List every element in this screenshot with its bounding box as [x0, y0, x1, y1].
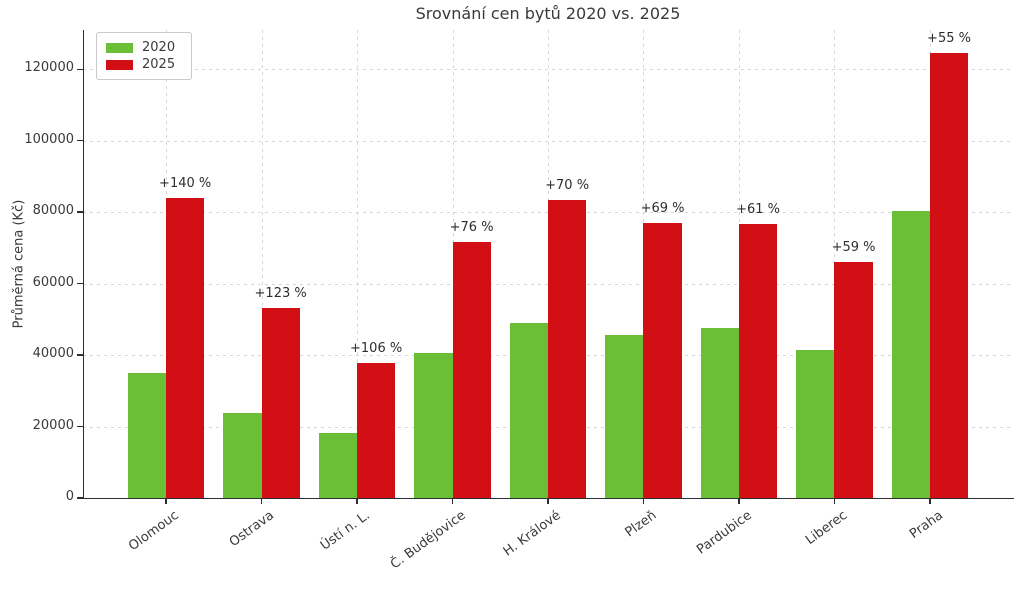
bar-2020-Ostrava — [223, 412, 262, 498]
legend-row-2020: 2020 — [106, 39, 182, 56]
bar-2025-Pardubice — [738, 224, 778, 498]
legend-label-2025: 2025 — [142, 57, 176, 72]
y-axis-tick — [77, 497, 83, 499]
x-axis-tick — [738, 498, 740, 504]
bar-2025-Plzeň — [643, 223, 682, 498]
bar-2020-Plzeň — [605, 335, 644, 498]
x-axis-tick — [642, 498, 645, 504]
x-tick-label: Olomouc — [126, 508, 182, 555]
x-tick-label: Liberec — [803, 508, 851, 548]
bar-2020-H. Králové — [509, 322, 548, 498]
x-tick-label: H. Králové — [500, 508, 564, 560]
bar-2020-Č. Budějovice — [414, 352, 453, 498]
pct-annotation: +70 % — [545, 178, 590, 194]
legend-label-2020: 2020 — [142, 40, 176, 55]
pct-annotation: +61 % — [736, 202, 780, 218]
x-axis-tick — [929, 498, 931, 504]
pct-annotation: +140 % — [159, 175, 212, 191]
pct-annotation: +106 % — [350, 341, 403, 357]
y-tick-label: 120000 — [24, 60, 74, 76]
y-axis-tick — [77, 425, 83, 428]
y-tick-label: 40000 — [32, 346, 74, 362]
y-tick-label: 0 — [65, 489, 74, 504]
gridline-vertical — [261, 30, 263, 498]
x-axis-tick — [547, 498, 549, 504]
bar-2020-Liberec — [796, 349, 835, 498]
bar-2025-Praha — [929, 53, 969, 498]
legend-swatch-2025 — [106, 59, 133, 70]
x-axis-tick — [165, 498, 167, 504]
x-tick-label: Ústí n. L. — [317, 508, 373, 554]
bar-2025-Ostrava — [261, 308, 300, 498]
bar-2025-Liberec — [834, 262, 873, 498]
y-tick-label: 60000 — [32, 274, 74, 290]
bar-2020-Olomouc — [127, 372, 167, 498]
y-tick-label: 20000 — [32, 417, 74, 433]
pct-annotation: +59 % — [831, 240, 876, 256]
y-tick-label: 80000 — [32, 203, 74, 219]
bar-2020-Ústí n. L. — [318, 432, 358, 498]
pct-annotation: +69 % — [640, 201, 685, 217]
bar-2025-Č. Budějovice — [452, 242, 491, 498]
y-axis-tick — [77, 282, 83, 285]
x-tick-label: Ostrava — [227, 508, 278, 551]
y-axis-tick — [77, 211, 83, 213]
legend: 2020 2025 — [96, 32, 192, 80]
pct-annotation: +123 % — [254, 286, 307, 302]
legend-row-2025: 2025 — [106, 56, 182, 73]
legend-swatch-2020 — [106, 42, 133, 53]
y-axis-tick — [77, 139, 83, 142]
y-axis-tick — [77, 354, 83, 356]
x-axis-tick — [833, 498, 836, 504]
pct-annotation: +55 % — [927, 31, 971, 47]
x-axis-tick — [356, 498, 358, 504]
x-tick-label: Pardubice — [694, 508, 755, 558]
bar-2025-Olomouc — [166, 197, 205, 498]
pct-annotation: +76 % — [449, 220, 494, 236]
gridline-vertical — [357, 30, 359, 498]
bar-2020-Pardubice — [700, 327, 739, 498]
x-tick-label: Praha — [906, 508, 946, 542]
bar-2025-Ústí n. L. — [357, 363, 396, 498]
x-axis-tick — [451, 498, 454, 504]
y-axis-tick — [77, 68, 83, 71]
bar-2020-Praha — [891, 211, 930, 498]
x-tick-label: Č. Budějovice — [387, 508, 469, 573]
y-tick-label: 100000 — [24, 131, 74, 147]
bar-2025-H. Králové — [548, 200, 587, 498]
x-tick-label: Plzeň — [622, 508, 660, 541]
x-axis-tick — [260, 498, 263, 504]
chart-title: Srovnání cen bytů 2020 vs. 2025 — [415, 4, 681, 23]
